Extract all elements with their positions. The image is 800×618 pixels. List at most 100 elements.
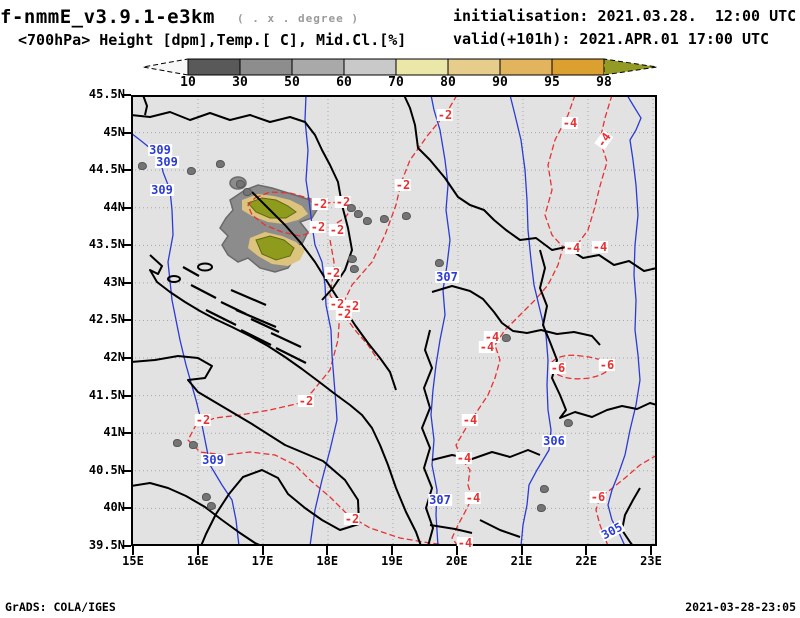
colorbar-tick-label: 60	[336, 75, 352, 90]
cloud-speck	[537, 504, 546, 512]
axis-tick	[122, 394, 131, 397]
temperature-contour-label: -2	[328, 297, 346, 311]
temperature-contour-label: -4	[483, 330, 501, 344]
longitude-tick-label: 22E	[575, 554, 598, 568]
temperature-contour-label: -2	[311, 197, 329, 211]
longitude-tick-label: 19E	[381, 554, 403, 568]
model-title: f-nmmE_v3.9.1-e3km	[0, 6, 215, 28]
latitude-tick-label: 43.5N	[88, 237, 125, 252]
map-panel: 309 309 309 309 307 307 306 305 -2 -2 -2 -2 -2 -2 -2 -2…	[131, 95, 657, 550]
longitude-tick-label: 18E	[316, 554, 339, 568]
graticule	[131, 95, 657, 546]
temperature-contour-label: -2	[328, 223, 346, 237]
colorbar-above-range-arrow	[603, 58, 658, 76]
temperature-contour-label: -6	[549, 361, 567, 375]
cloud-speck	[189, 441, 198, 449]
colorbar-segment	[395, 58, 449, 76]
axis-tick	[122, 169, 131, 172]
colorbar-segment	[187, 58, 241, 76]
colorbar-tick-label: 80	[440, 75, 456, 90]
axis-tick	[122, 507, 131, 510]
colorbar-segment	[291, 58, 345, 76]
creation-timestamp: 2021-03-28-23:05	[685, 600, 796, 614]
temperature-contour-label: -4	[455, 451, 473, 465]
cloud-speck	[202, 493, 211, 501]
cloud-speck	[350, 265, 359, 273]
axis-tick	[122, 469, 131, 472]
cloud-speck	[564, 419, 573, 427]
cloud-speck	[502, 334, 511, 342]
axis-tick	[391, 546, 393, 555]
height-contour-label: 307	[428, 493, 452, 507]
cloud-speck	[173, 439, 182, 447]
grads-credit: GrADS: COLA/IGES	[5, 600, 116, 614]
colorbar-tick-label: 10	[180, 75, 196, 90]
longitude-tick-label: 15E	[122, 554, 144, 568]
latitude-tick-label: 43N	[103, 274, 125, 289]
temperature-contour-label: -2	[334, 195, 352, 209]
temperature-contour-label: -4	[561, 116, 579, 130]
temperature-contour-label: -4	[591, 240, 609, 254]
temperature-contour-label: -4	[564, 241, 582, 255]
cloud-speck	[348, 255, 357, 263]
axis-tick	[122, 244, 131, 247]
cloud-speck	[540, 485, 549, 493]
cloud-speck	[402, 212, 411, 220]
colorbar-below-range-arrow	[142, 58, 189, 76]
temperature-contour-label: -2	[436, 108, 454, 122]
height-contour-label: 306	[542, 434, 566, 448]
axis-tick	[196, 546, 199, 555]
cloud-speck	[216, 160, 225, 168]
temperature-contour-label: -2	[194, 413, 212, 427]
latitude-tick-label: 45N	[103, 124, 125, 139]
colorbar-segment	[447, 58, 501, 76]
initialisation-time: initialisation: 2021.03.28. 12:00 UTC	[453, 7, 797, 25]
colorbar-segment	[499, 58, 553, 76]
cloud-speck	[363, 217, 372, 225]
colorbar-tick-label: 98	[596, 75, 612, 90]
axis-tick	[650, 546, 652, 555]
axis-tick	[326, 546, 329, 555]
cloud-speck	[187, 167, 196, 175]
height-contour-label: 309	[150, 183, 174, 197]
axis-tick	[520, 546, 523, 555]
cloud-speck	[347, 204, 356, 212]
latitude-tick-label: 41N	[103, 425, 125, 440]
cloud-speck	[354, 210, 363, 218]
latitude-tick-label: 44N	[103, 199, 125, 214]
latitude-tick-label: 40N	[103, 500, 125, 515]
colorbar-tick-label: 50	[284, 75, 300, 90]
grid-resolution-note: ( . x . degree )	[237, 12, 359, 25]
longitude-tick-label: 21E	[510, 554, 533, 568]
latitude-tick-label: 42N	[103, 350, 125, 365]
axis-tick	[132, 546, 134, 555]
colorbar-tick-label: 90	[492, 75, 508, 90]
temperature-contour-label: -2	[297, 394, 315, 408]
temperature-contour-label: -4	[456, 536, 474, 550]
latitude-tick-label: 45.5N	[88, 87, 125, 101]
axis-tick	[122, 357, 131, 360]
axis-tick	[122, 319, 131, 322]
map-frame	[131, 95, 657, 546]
axis-tick	[122, 544, 131, 547]
axis-tick	[122, 281, 131, 284]
cloud-speck	[243, 188, 252, 196]
height-contour-label: 309	[201, 453, 225, 467]
height-contour-label: 307	[435, 270, 459, 284]
temperature-contour-label: -6	[598, 358, 616, 372]
colorbar-segment	[239, 58, 293, 76]
cloud-speck	[435, 259, 444, 267]
colorbar-tick-label: 95	[544, 75, 560, 90]
axis-tick	[122, 432, 131, 435]
temperature-contour-label: -2	[324, 266, 342, 280]
coastlines-borders	[131, 95, 657, 546]
colorbar-segment	[343, 58, 397, 76]
axis-tick	[122, 131, 131, 134]
temperature-contour-label: -2	[394, 178, 412, 192]
latitude-tick-label: 44.5N	[88, 162, 125, 177]
axis-tick	[455, 546, 458, 555]
field-title: <700hPa> Height [dpm],Temp.[ C], Mid.Cl.…	[18, 31, 407, 49]
temperature-contour-label: -4	[464, 491, 482, 505]
cloud-speck	[380, 215, 389, 223]
